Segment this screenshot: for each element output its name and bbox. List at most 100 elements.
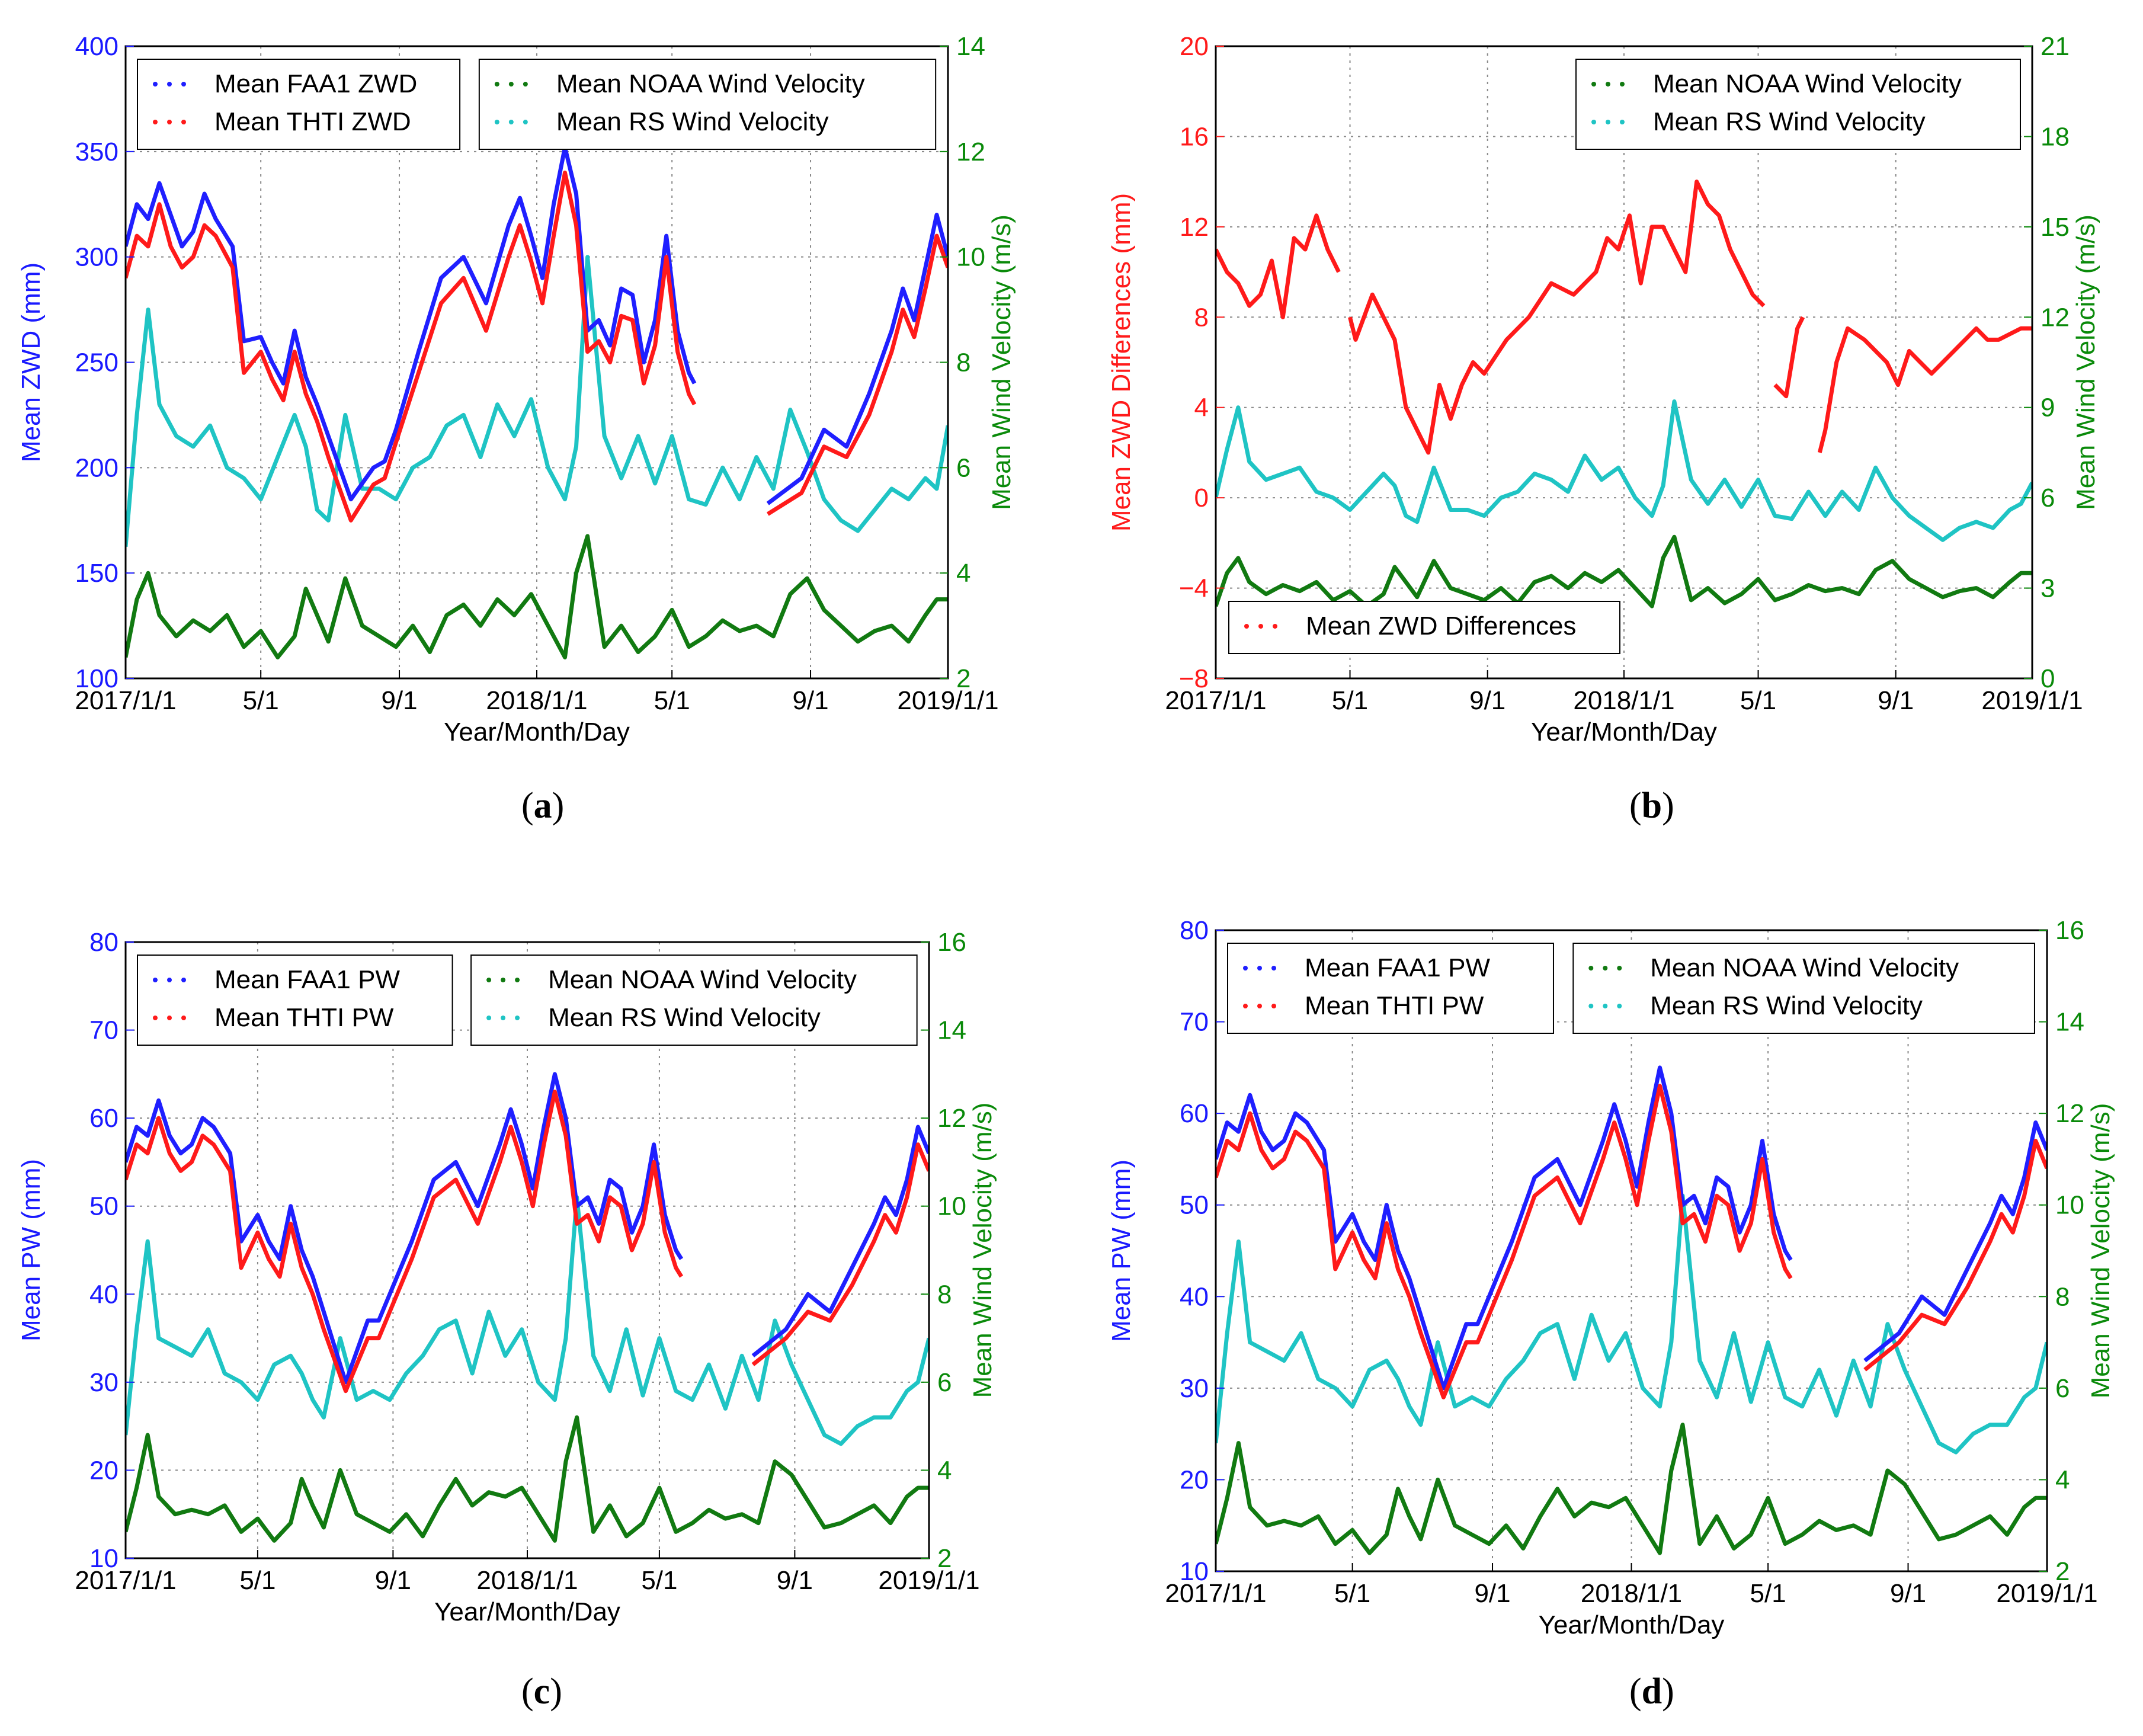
x-axis-label: Year/Month/Day: [1539, 1610, 1725, 1639]
y2-tick-label: 4: [937, 1456, 952, 1485]
x-tick-label: 2018/1/1: [1573, 686, 1674, 715]
y2-tick-label: 12: [937, 1104, 966, 1133]
legend-marker: [153, 82, 158, 87]
y-tick-label: 10: [1180, 1557, 1209, 1586]
x-tick-label: 2018/1/1: [486, 686, 587, 715]
legend-marker: [523, 82, 528, 87]
legend-marker: [1606, 82, 1610, 87]
legend-marker: [515, 1016, 520, 1020]
y2-tick-label: 10: [937, 1192, 966, 1221]
y2-tick-label: 12: [956, 137, 985, 166]
x-tick-label: 9/1: [375, 1566, 411, 1595]
legend-marker: [1244, 624, 1249, 629]
x-tick-label: 9/1: [1474, 1579, 1510, 1608]
legend-gnss: [137, 955, 453, 1046]
x-tick-label: 2018/1/1: [476, 1566, 578, 1595]
y2-tick-label: 14: [956, 32, 985, 61]
y-tick-label: 200: [75, 453, 118, 482]
y2-tick-label: 16: [2055, 916, 2084, 945]
x-axis-label: Year/Month/Day: [444, 718, 630, 747]
series-line-mean-rs-wind-velocity: [1216, 399, 2032, 542]
series-line-mean-noaa-wind-velocity: [1216, 534, 2032, 608]
legend-marker: [486, 1016, 492, 1020]
x-tick-label: 2019/1/1: [897, 686, 998, 715]
y-tick-label: 60: [89, 1104, 118, 1133]
y2-tick-label: 6: [937, 1368, 952, 1397]
series-line-mean-noaa-wind-velocity: [126, 534, 948, 659]
legend-label: Mean FAA1 PW: [1305, 953, 1490, 982]
y2-tick-label: 6: [2055, 1374, 2070, 1403]
legend-marker: [1243, 1004, 1248, 1008]
legend-marker: [181, 1016, 186, 1020]
panel-label-b: (b): [1629, 786, 1674, 826]
legend-marker: [167, 120, 172, 124]
y2-tick-label: 2: [937, 1544, 952, 1573]
x-tick-label: 5/1: [654, 686, 690, 715]
series-line-mean-thti-zwd: [126, 170, 948, 523]
legend-marker: [501, 978, 506, 982]
chart-panel-d: 2017/1/1 5/1 9/1 2018/1/1 5/1 9/1 2019/1/1 Year…: [1107, 916, 2115, 1639]
y2-tick-label: 8: [937, 1280, 952, 1309]
legend-marker: [1617, 966, 1622, 971]
legend-marker: [1620, 82, 1625, 87]
legend-marker: [181, 120, 186, 124]
series-line-mean-faa1-zwd: [126, 145, 948, 505]
y-tick-label: 150: [75, 559, 118, 588]
x-tick-label: 9/1: [1890, 1579, 1926, 1608]
x-tick-label: 5/1: [1750, 1579, 1786, 1608]
series-line-mean-noaa-wind-velocity: [1216, 1423, 2047, 1555]
x-tick-label: 5/1: [1332, 686, 1368, 715]
y-tick-label: 4: [1194, 393, 1209, 422]
y2-tick-label: 0: [2041, 664, 2055, 693]
y-tick-label: 80: [89, 928, 118, 957]
legend-marker: [1273, 624, 1277, 629]
legend-marker: [523, 120, 528, 124]
legend-marker: [1588, 966, 1594, 971]
y2-tick-label: 21: [2041, 32, 2070, 61]
x-tick-label: 2019/1/1: [1981, 686, 2083, 715]
x-axis-label: Year/Month/Day: [1531, 718, 1717, 747]
legend-marker: [1603, 966, 1608, 971]
x-tick-label: 5/1: [641, 1566, 677, 1595]
x-tick-label: 2017/1/1: [1165, 1579, 1266, 1608]
y2-axis-label: Mean Wind Velocity (m/s): [2071, 214, 2100, 510]
y-tick-label: −4: [1179, 574, 1209, 603]
x-tick-label: 2018/1/1: [1581, 1579, 1682, 1608]
series-line-mean-thti-pw: [1216, 1084, 2047, 1399]
legend-marker: [1591, 120, 1596, 124]
legend-label: Mean ZWD Differences: [1306, 611, 1576, 640]
y-tick-label: 70: [89, 1016, 118, 1045]
y2-tick-label: 10: [2055, 1191, 2084, 1220]
legend-marker: [1258, 624, 1263, 629]
y-tick-label: 60: [1180, 1099, 1209, 1128]
legend-marker: [181, 978, 186, 982]
legend-label: Mean FAA1 PW: [214, 965, 400, 994]
series-line-mean-zwd-differences: [1216, 180, 2032, 455]
series-line-mean-thti-pw: [126, 1090, 929, 1394]
series-line-mean-rs-wind-velocity: [126, 1195, 929, 1446]
legend-marker: [501, 1016, 506, 1020]
y-tick-label: 40: [89, 1280, 118, 1309]
y-tick-label: 50: [1180, 1191, 1209, 1220]
legend-gnss: [137, 59, 461, 150]
series-line-mean-noaa-wind-velocity: [126, 1415, 929, 1543]
legend-marker: [1271, 1004, 1276, 1008]
y2-tick-label: 14: [2055, 1008, 2084, 1037]
legend-label: Mean NOAA Wind Velocity: [1650, 953, 1959, 982]
x-tick-label: 5/1: [239, 1566, 276, 1595]
y-tick-label: 20: [1180, 1465, 1209, 1494]
legend-marker: [494, 120, 499, 124]
y-tick-label: 70: [1180, 1008, 1209, 1037]
legend-label: Mean THTI PW: [214, 1003, 394, 1032]
legend-marker: [508, 120, 514, 124]
y-tick-label: 80: [1180, 916, 1209, 945]
legend-label: Mean THTI PW: [1305, 991, 1484, 1020]
legend-marker: [1257, 1004, 1262, 1008]
y-tick-label: 12: [1180, 213, 1209, 242]
y-axis-label: Mean PW (mm): [1107, 1160, 1136, 1342]
y-tick-label: 10: [89, 1544, 118, 1573]
x-tick-label: 9/1: [1878, 686, 1914, 715]
y2-tick-label: 6: [2041, 483, 2055, 513]
y2-tick-label: 18: [2041, 122, 2070, 151]
